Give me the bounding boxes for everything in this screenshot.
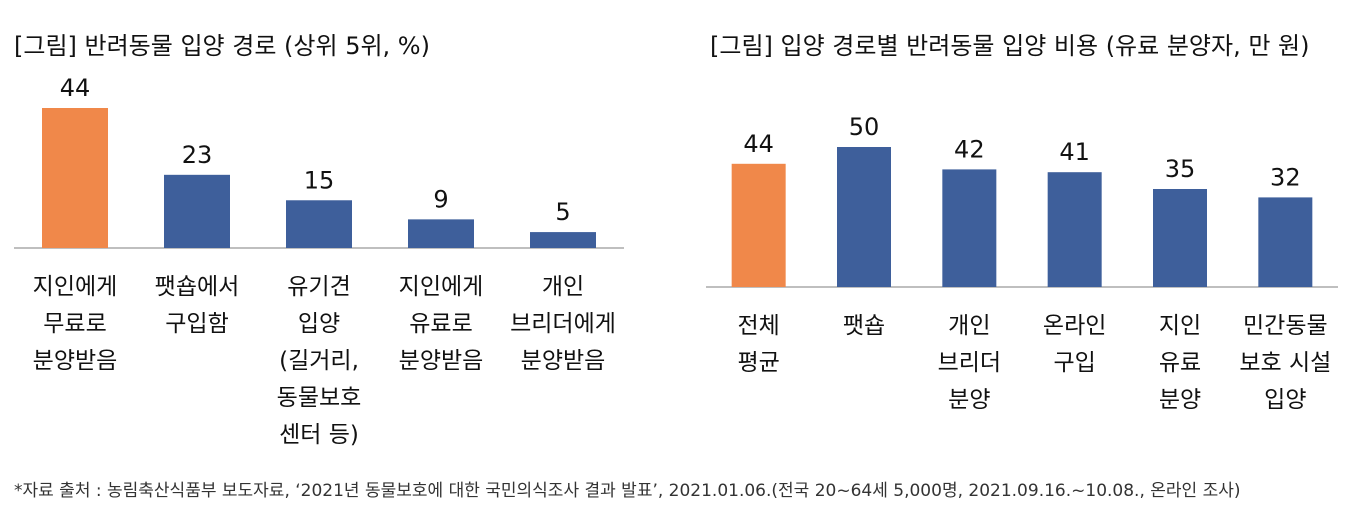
data-label-6: 32: [1270, 163, 1301, 191]
category-label-4-line-1: 지인에게: [399, 274, 484, 300]
data-label-2: 23: [182, 141, 213, 169]
bar-2: [837, 147, 891, 287]
data-label-5: 35: [1165, 155, 1196, 183]
category-label-5-line-1: 지인: [1159, 313, 1201, 339]
category-label-1-line-3: 분양받음: [33, 348, 118, 374]
category-label-5-line-2: 유료: [1159, 350, 1201, 376]
bar-5: [1153, 189, 1207, 287]
bar-6: [1258, 197, 1313, 287]
data-label-1: 44: [743, 130, 774, 158]
data-label-4: 9: [433, 185, 448, 213]
category-label-5-line-3: 분양: [1159, 387, 1201, 413]
category-label-3-line-2: 브리더: [938, 350, 1001, 376]
bar-3: [286, 200, 352, 248]
category-label-5-line-2: 브리더에게: [510, 311, 616, 337]
data-label-3: 42: [954, 135, 985, 163]
category-label-4-line-3: 분양받음: [399, 348, 484, 374]
bar-1: [731, 163, 786, 287]
category-label-5-line-3: 분양받음: [521, 348, 606, 374]
chart-title-adoption-cost: [그림] 입양 경로별 반려동물 입양 비용 (유료 분양자, 만 원): [710, 32, 1310, 60]
category-label-1-line-1: 전체: [738, 313, 780, 339]
category-label-3-line-5: 센터 등): [279, 422, 359, 448]
category-label-1-line-2: 무료로: [43, 311, 106, 337]
category-label-4-line-1: 온라인: [1043, 313, 1106, 339]
data-label-1: 44: [60, 74, 91, 102]
category-label-3-line-4: 동물보호: [277, 385, 362, 411]
data-label-2: 50: [849, 113, 880, 141]
chart-title-adoption-route: [그림] 반려동물 입양 경로 (상위 5위, %): [14, 32, 430, 60]
category-label-3-line-2: 입양: [298, 311, 340, 337]
source-note: *자료 출처 : 농림축산식품부 보도자료, ‘2021년 동물보호에 대한 국…: [14, 481, 1241, 501]
data-label-3: 15: [304, 166, 335, 194]
bar-4: [1047, 172, 1102, 287]
data-label-4: 41: [1059, 138, 1090, 166]
data-label-5: 5: [555, 198, 570, 226]
category-label-2-line-1: 팻숍: [843, 313, 885, 339]
category-label-4-line-2: 구입: [1054, 350, 1096, 376]
category-label-4-line-2: 유료로: [409, 311, 472, 337]
category-label-6-line-3: 입양: [1264, 387, 1306, 413]
category-label-3-line-1: 개인: [948, 313, 990, 339]
category-label-6-line-1: 민간동물: [1243, 313, 1328, 339]
category-label-2-line-1: 팻숍에서: [155, 274, 240, 300]
category-label-1-line-2: 평균: [738, 350, 780, 376]
bar-1: [42, 108, 108, 248]
category-label-3-line-3: (길거리,: [279, 348, 359, 374]
category-label-6-line-2: 보호 시설: [1239, 350, 1331, 376]
bar-3: [942, 169, 997, 287]
category-label-3-line-1: 유기견: [287, 274, 350, 300]
category-label-2-line-2: 구입함: [165, 311, 228, 337]
bar-2: [164, 174, 230, 248]
bar-5: [530, 232, 596, 248]
category-label-5-line-1: 개인: [542, 274, 584, 300]
bar-4: [408, 219, 474, 248]
category-label-3-line-3: 분양: [948, 387, 990, 413]
category-label-1-line-1: 지인에게: [33, 274, 118, 300]
